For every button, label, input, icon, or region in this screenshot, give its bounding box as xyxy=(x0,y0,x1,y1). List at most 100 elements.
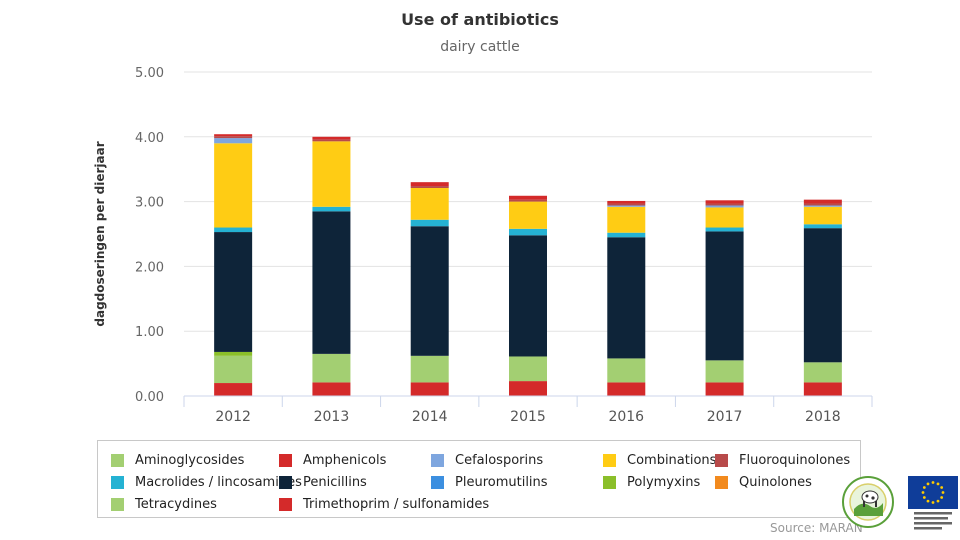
bar-segment[interactable]: Fluoroquinolones 2016: 0.03 xyxy=(607,203,646,206)
bar-segment[interactable]: Trimethoprim / sulfonamides 2014: 0.21 xyxy=(410,382,449,396)
bar-segment[interactable]: Tetracydines 2013: 0.44 xyxy=(312,353,351,383)
bar-segment[interactable]: Penicillins 2015: 1.87 xyxy=(509,235,547,357)
legend-swatch xyxy=(715,453,728,467)
chart-legend: Aminoglycosides Amphenicols Cefalosporins C… xyxy=(97,440,861,518)
bar-segment[interactable]: Trimethoprim / sulfonamides 2016: 0.21 xyxy=(607,382,646,396)
bar-segment[interactable]: Trimethoprim / sulfonamides 2017: 0.21 xyxy=(705,382,744,396)
legend-item[interactable]: Trimethoprim / sulfonamides xyxy=(279,496,489,512)
bar-segment[interactable]: Combinations 2013: 1.01 xyxy=(312,141,351,207)
bar-segment[interactable]: Trimethoprim / sulfonamides 2018: 0.21 xyxy=(803,382,842,396)
bar-segment[interactable]: Macrolides / lincosamides 2014: 0.10 xyxy=(410,219,449,227)
legend-item[interactable]: Quinolones xyxy=(715,474,812,490)
x-tick-label: 2018 xyxy=(805,409,841,425)
bar-segment[interactable]: Amphenicols 2012: 0.03 xyxy=(214,134,253,137)
legend-swatch xyxy=(111,497,124,511)
bar-segment[interactable]: Penicillins 2016: 1.87 xyxy=(607,237,646,359)
bar-segment[interactable]: Trimethoprim / sulfonamides 2012: 0.20 xyxy=(214,383,253,396)
legend-swatch xyxy=(279,453,292,467)
bar-segment[interactable]: Trimethoprim / sulfonamides 2015: 0.23 xyxy=(509,381,547,396)
bar-segment[interactable]: Amphenicols 2015: 0.06 xyxy=(509,195,547,200)
bar-segment[interactable]: Macrolides / lincosamides 2012: 0.07 xyxy=(214,227,253,233)
y-tick-label: 5.00 xyxy=(135,66,164,81)
legend-label: Macrolides / lincosamides xyxy=(135,474,302,490)
bar-segment[interactable]: Fluoroquinolones 2014: 0.03 xyxy=(410,186,449,188)
bar-segment[interactable]: Penicillins 2017: 1.99 xyxy=(705,231,744,361)
bar-segment[interactable]: Combinations 2016: 0.40 xyxy=(607,206,646,233)
bar-segment[interactable]: Fluoroquinolones 2013: 0.03 xyxy=(312,139,351,142)
legend-item[interactable]: Penicillins xyxy=(279,474,367,490)
bar-segment[interactable]: Penicillins 2018: 2.07 xyxy=(803,228,842,363)
chart-subtitle: dairy cattle xyxy=(440,39,520,55)
legend-label: Cefalosporins xyxy=(455,452,544,468)
bar-segment[interactable]: Cefalosporins 2017: 0.03 xyxy=(705,205,744,208)
bar-segment[interactable]: Tetracydines 2018: 0.31 xyxy=(803,362,842,383)
legend-swatch xyxy=(279,497,292,511)
x-tick-label: 2015 xyxy=(510,409,546,425)
legend-item[interactable]: Macrolides / lincosamides xyxy=(111,474,302,490)
bar-segment[interactable]: Combinations 2012: 1.30 xyxy=(214,143,253,228)
x-tick-label: 2017 xyxy=(707,409,743,425)
bar-segment[interactable]: Tetracydines 2016: 0.37 xyxy=(607,358,646,383)
legend-label: Amphenicols xyxy=(303,452,387,468)
legend-swatch xyxy=(111,453,124,467)
legend-swatch xyxy=(431,453,444,467)
bar-segment[interactable]: Penicillins 2014: 2.00 xyxy=(410,226,449,356)
y-tick-label: 1.00 xyxy=(135,325,164,340)
legend-label: Fluoroquinolones xyxy=(739,452,851,468)
bar-segment[interactable]: Cefalosporins 2018: 0.02 xyxy=(803,205,842,207)
bar-segment[interactable]: Fluoroquinolones 2017: 0.03 xyxy=(705,203,744,206)
bar-segment[interactable]: Macrolides / lincosamides 2015: 0.10 xyxy=(509,228,547,236)
bar-segment[interactable]: Combinations 2014: 0.49 xyxy=(410,187,449,220)
legend-swatch xyxy=(715,475,728,489)
bar-segment[interactable]: Tetracydines 2017: 0.34 xyxy=(705,360,744,383)
bar-segment[interactable]: Tetracydines 2015: 0.38 xyxy=(509,356,547,382)
legend-item[interactable]: Pleuromutilins xyxy=(431,474,548,490)
x-axis: 2012 2013 2014 2015 2016 2017 2018 xyxy=(183,395,873,425)
bar-segment[interactable]: Amphenicols 2017: 0.05 xyxy=(705,200,744,204)
legend-item[interactable]: Aminoglycosides xyxy=(111,452,244,468)
legend-swatch xyxy=(431,475,444,489)
bar-segment[interactable]: Combinations 2018: 0.27 xyxy=(803,206,842,225)
bar-segment[interactable]: Penicillins 2012: 1.85 xyxy=(214,232,253,352)
legend-item[interactable]: Tetracydines xyxy=(111,496,217,512)
bar-segment[interactable]: Macrolides / lincosamides 2018: 0.06 xyxy=(803,224,842,229)
bar-segment[interactable]: Macrolides / lincosamides 2016: 0.07 xyxy=(607,232,646,238)
bar-segment[interactable]: Fluoroquinolones 2018: 0.03 xyxy=(803,203,842,206)
legend-label: Aminoglycosides xyxy=(135,452,245,468)
legend-swatch xyxy=(603,475,616,489)
legend-item[interactable]: Combinations xyxy=(603,452,716,468)
bar-segment[interactable]: Amphenicols 2013: 0.04 xyxy=(312,136,351,140)
bar-segment[interactable]: Tetracydines 2014: 0.41 xyxy=(410,355,449,383)
y-tick-label: 4.00 xyxy=(135,131,164,146)
bar-segment[interactable]: Cefalosporins 2016: 0.02 xyxy=(607,205,646,207)
legend-label: Polymyxins xyxy=(627,474,701,490)
farm-logo xyxy=(842,476,894,528)
bar-segment[interactable]: Amphenicols 2014: 0.06 xyxy=(410,182,449,187)
bar-segment[interactable]: Polymyxins 2012: 0.06 xyxy=(214,351,253,356)
stacked-bar-chart: Use of antibiotics dairy cattle dagdoser… xyxy=(93,10,873,425)
legend-item[interactable]: Cefalosporins xyxy=(431,452,543,468)
legend-item[interactable]: Polymyxins xyxy=(603,474,700,490)
bar-segment[interactable]: Macrolides / lincosamides 2017: 0.06 xyxy=(705,227,744,232)
chart-title: Use of antibiotics xyxy=(401,10,559,29)
x-tick-label: 2012 xyxy=(215,409,251,425)
eu-flag-logo xyxy=(908,476,958,530)
legend-item[interactable]: Fluoroquinolones xyxy=(715,452,850,468)
y-tick-label: 0.00 xyxy=(135,390,164,405)
bar-segment[interactable]: Fluoroquinolones 2012: 0.03 xyxy=(214,136,253,139)
bar-segment[interactable]: Tetracydines 2012: 0.42 xyxy=(214,355,253,384)
legend-label: Pleuromutilins xyxy=(455,474,548,490)
bar-segment[interactable]: Trimethoprim / sulfonamides 2013: 0.21 xyxy=(312,382,351,396)
bar-segment[interactable]: Cefalosporins 2012: 0.08 xyxy=(214,138,253,144)
legend-label: Trimethoprim / sulfonamides xyxy=(303,496,490,512)
bar-segment[interactable]: Penicillins 2013: 2.20 xyxy=(312,211,351,354)
bar-segment[interactable]: Macrolides / lincosamides 2013: 0.07 xyxy=(312,206,351,212)
x-tick-label: 2014 xyxy=(412,409,448,425)
bar-stacks: Trimethoprim / sulfonamides 2012: 0.20Te… xyxy=(214,134,842,396)
bar-segment[interactable]: Amphenicols 2018: 0.06 xyxy=(803,199,842,204)
bar-segment[interactable]: Amphenicols 2016: 0.04 xyxy=(607,200,646,204)
bar-segment[interactable]: Combinations 2015: 0.42 xyxy=(509,201,547,229)
bar-segment[interactable]: Combinations 2017: 0.31 xyxy=(705,207,744,228)
legend-item[interactable]: Amphenicols xyxy=(279,452,386,468)
bar-segment[interactable]: Fluoroquinolones 2015: 0.03 xyxy=(509,199,547,202)
